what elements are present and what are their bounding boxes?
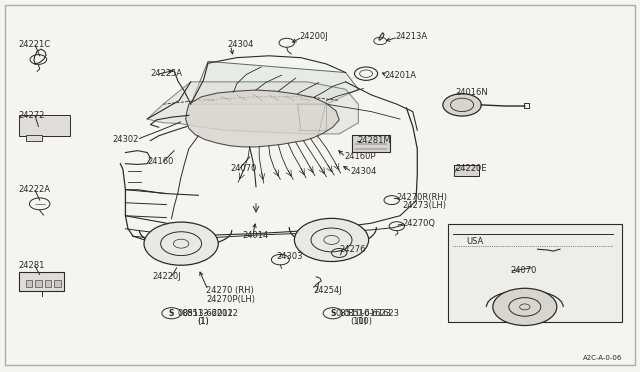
Text: 08513-62012: 08513-62012 <box>182 309 238 318</box>
Text: 24281M: 24281M <box>357 136 391 145</box>
Text: S: S <box>330 309 335 318</box>
Text: 24270P(LH): 24270P(LH) <box>206 295 255 304</box>
Text: 08513-62012: 08513-62012 <box>178 309 234 318</box>
Text: 24014: 24014 <box>242 231 268 240</box>
Text: USA: USA <box>466 237 483 246</box>
Text: (10): (10) <box>355 317 372 326</box>
Text: 24160: 24160 <box>147 157 173 166</box>
Text: 24016N: 24016N <box>456 88 488 97</box>
Text: 24070: 24070 <box>511 266 537 275</box>
Text: 24272: 24272 <box>18 111 44 120</box>
Bar <box>19 272 64 291</box>
Text: 24070: 24070 <box>230 164 257 173</box>
Bar <box>524 103 529 108</box>
Text: 24220J: 24220J <box>152 272 181 280</box>
Polygon shape <box>147 82 358 134</box>
Text: 24270 (RH): 24270 (RH) <box>206 286 254 295</box>
Text: 24270Q: 24270Q <box>402 219 435 228</box>
Text: 24303: 24303 <box>276 252 303 261</box>
Text: 24270R(RH): 24270R(RH) <box>397 193 448 202</box>
Text: (10): (10) <box>351 317 368 326</box>
Text: 24222A: 24222A <box>18 185 50 194</box>
Bar <box>448 224 622 322</box>
Text: 24273(LH): 24273(LH) <box>402 201 446 210</box>
Text: 24302: 24302 <box>112 135 138 144</box>
Text: 24304: 24304 <box>351 167 377 176</box>
Text: (1): (1) <box>197 317 209 326</box>
Circle shape <box>144 222 218 265</box>
Bar <box>54 280 61 287</box>
Text: 08510-61623: 08510-61623 <box>344 309 399 318</box>
Bar <box>45 280 51 287</box>
Text: S: S <box>169 309 174 318</box>
Bar <box>454 165 479 176</box>
Circle shape <box>294 218 369 262</box>
Text: 24304: 24304 <box>227 40 253 49</box>
Text: 24254J: 24254J <box>314 286 342 295</box>
Text: 24220E: 24220E <box>456 164 487 173</box>
Bar <box>26 280 32 287</box>
Text: 24213A: 24213A <box>396 32 428 41</box>
Text: 24160P: 24160P <box>344 153 376 161</box>
Bar <box>352 135 390 152</box>
Bar <box>35 280 42 287</box>
Text: 24200J: 24200J <box>300 32 328 41</box>
Text: 24276: 24276 <box>339 246 365 254</box>
Text: (1): (1) <box>197 317 209 326</box>
Polygon shape <box>186 90 339 147</box>
Text: 08510-61623: 08510-61623 <box>336 309 392 318</box>
Text: 24281: 24281 <box>18 262 44 270</box>
Bar <box>26 135 42 141</box>
Text: 24221C: 24221C <box>18 40 50 49</box>
Circle shape <box>443 94 481 116</box>
Circle shape <box>493 288 557 326</box>
Text: A2C-A-0-06: A2C-A-0-06 <box>582 355 622 361</box>
Text: 24201A: 24201A <box>384 71 416 80</box>
Bar <box>19 115 70 136</box>
Polygon shape <box>191 61 358 104</box>
Text: 24225A: 24225A <box>150 69 182 78</box>
